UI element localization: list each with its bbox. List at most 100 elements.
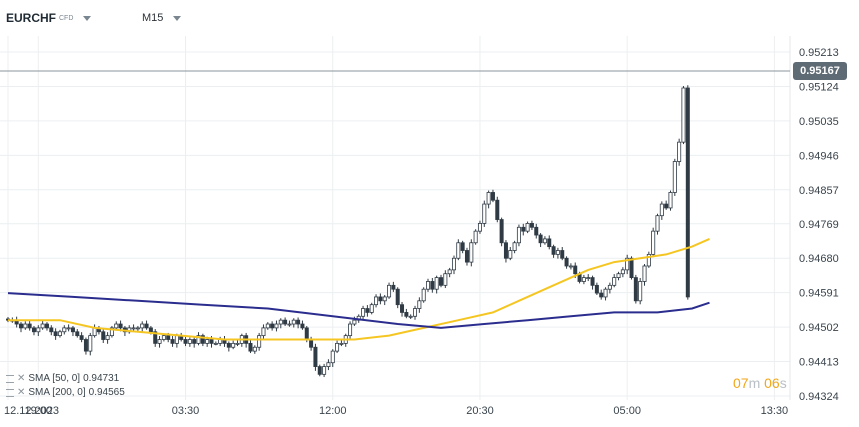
legend-value: 0.94731 bbox=[83, 373, 120, 384]
candle-body bbox=[352, 319, 357, 325]
candle-body bbox=[313, 346, 318, 367]
candle-body bbox=[374, 296, 379, 306]
candle-body bbox=[79, 335, 84, 340]
candle-body bbox=[209, 339, 214, 344]
y-tick-label: 0.94680 bbox=[799, 253, 839, 265]
candle-body bbox=[456, 242, 461, 259]
candle-body bbox=[590, 277, 595, 286]
candle-body bbox=[378, 296, 383, 302]
candle-body bbox=[213, 342, 218, 345]
close-icon[interactable]: ✕ bbox=[17, 373, 26, 384]
candle-body bbox=[75, 331, 80, 337]
candle-body bbox=[131, 327, 136, 330]
candle-body bbox=[135, 327, 140, 330]
candle-body bbox=[473, 230, 478, 244]
candle-body bbox=[166, 335, 171, 340]
countdown-min-unit: m bbox=[748, 375, 761, 391]
y-tick-label: 0.94324 bbox=[799, 391, 839, 403]
x-tick-label: 12:00 bbox=[319, 405, 347, 417]
candle-body bbox=[148, 327, 153, 333]
legend-value: 0.94565 bbox=[88, 387, 125, 398]
chevron-down-icon[interactable] bbox=[83, 16, 92, 22]
countdown-seconds: 06 bbox=[764, 375, 780, 391]
candle-body bbox=[261, 327, 266, 337]
candle-body bbox=[404, 312, 409, 317]
candle-body bbox=[400, 304, 405, 313]
price-axis: 0.95213 0.95124 0.95035 0.94946 0.94857 0.947… bbox=[799, 47, 839, 403]
candle-body bbox=[417, 300, 422, 309]
candle-body bbox=[62, 327, 67, 333]
symbol-selector[interactable]: EURCHF CFD bbox=[6, 11, 92, 25]
candle-body bbox=[529, 223, 534, 228]
candle-body bbox=[638, 281, 643, 302]
sma-200-line bbox=[7, 292, 710, 329]
candle-body bbox=[438, 277, 443, 286]
x-tick-label: 12.12.2023 bbox=[4, 405, 59, 417]
candle-body bbox=[326, 362, 331, 367]
candle-body bbox=[525, 223, 530, 232]
candle-body bbox=[44, 323, 49, 329]
candle-body bbox=[153, 331, 158, 344]
candle-body bbox=[508, 250, 513, 259]
candle-body bbox=[23, 323, 28, 329]
candle-body bbox=[226, 342, 231, 348]
menu-icon[interactable] bbox=[6, 389, 14, 397]
candle-body bbox=[187, 339, 192, 344]
legend-label: SMA [50, 0] bbox=[28, 373, 81, 384]
candle-body bbox=[672, 161, 677, 193]
candle-body bbox=[49, 327, 54, 333]
candle-body bbox=[668, 192, 673, 209]
candle-body bbox=[629, 257, 634, 278]
candle-body bbox=[443, 273, 448, 286]
candle-body bbox=[196, 335, 201, 344]
timeframe-selector[interactable]: M15 bbox=[142, 12, 182, 24]
candle-body bbox=[92, 327, 97, 337]
legend-item-sma50[interactable]: ✕ SMA [50, 0] 0.94731 bbox=[6, 372, 125, 386]
candle-body bbox=[447, 269, 452, 275]
candle-body bbox=[499, 219, 504, 244]
candle-body bbox=[460, 242, 465, 251]
x-tick-label: 20:30 bbox=[466, 405, 494, 417]
candle-body bbox=[391, 284, 396, 290]
candle-body bbox=[205, 339, 210, 344]
candle-body bbox=[257, 335, 262, 348]
candle-body bbox=[607, 284, 612, 290]
timeframe-label: M15 bbox=[142, 12, 164, 24]
candle-body bbox=[573, 265, 578, 275]
chart-grid bbox=[0, 36, 791, 400]
x-tick-label: 03:30 bbox=[172, 405, 200, 417]
x-tick-label: 05:00 bbox=[613, 405, 641, 417]
candle-countdown: 07m 06s bbox=[733, 375, 787, 391]
candle-body bbox=[235, 342, 240, 345]
candle-body bbox=[464, 250, 469, 263]
legend-item-sma200[interactable]: ✕ SMA [200, 0] 0.94565 bbox=[6, 386, 125, 400]
y-tick-label: 0.94413 bbox=[799, 357, 839, 369]
candle-body bbox=[430, 281, 435, 290]
legend-label: SMA [200, 0] bbox=[28, 387, 86, 398]
chevron-down-icon[interactable] bbox=[173, 15, 182, 21]
candle-body bbox=[560, 250, 565, 259]
candle-body bbox=[568, 265, 573, 268]
candle-body bbox=[335, 342, 340, 352]
candle-body bbox=[309, 339, 314, 348]
candle-body bbox=[651, 230, 656, 255]
candle-body bbox=[612, 277, 617, 286]
candle-body bbox=[170, 339, 175, 344]
candle-body bbox=[551, 246, 556, 255]
menu-icon[interactable] bbox=[6, 375, 14, 383]
candle-body bbox=[70, 327, 75, 333]
candle-body bbox=[339, 342, 344, 345]
candle-body bbox=[685, 87, 690, 298]
close-icon[interactable]: ✕ bbox=[17, 387, 26, 398]
candle-body bbox=[534, 226, 539, 236]
candle-body bbox=[192, 339, 197, 344]
candle-body bbox=[361, 308, 366, 317]
candle-body bbox=[521, 226, 526, 232]
candle-body bbox=[140, 323, 145, 329]
candle-body bbox=[503, 242, 508, 259]
current-price-value: 0.95167 bbox=[800, 65, 840, 77]
candle-body bbox=[161, 335, 166, 340]
candle-body bbox=[18, 323, 23, 329]
